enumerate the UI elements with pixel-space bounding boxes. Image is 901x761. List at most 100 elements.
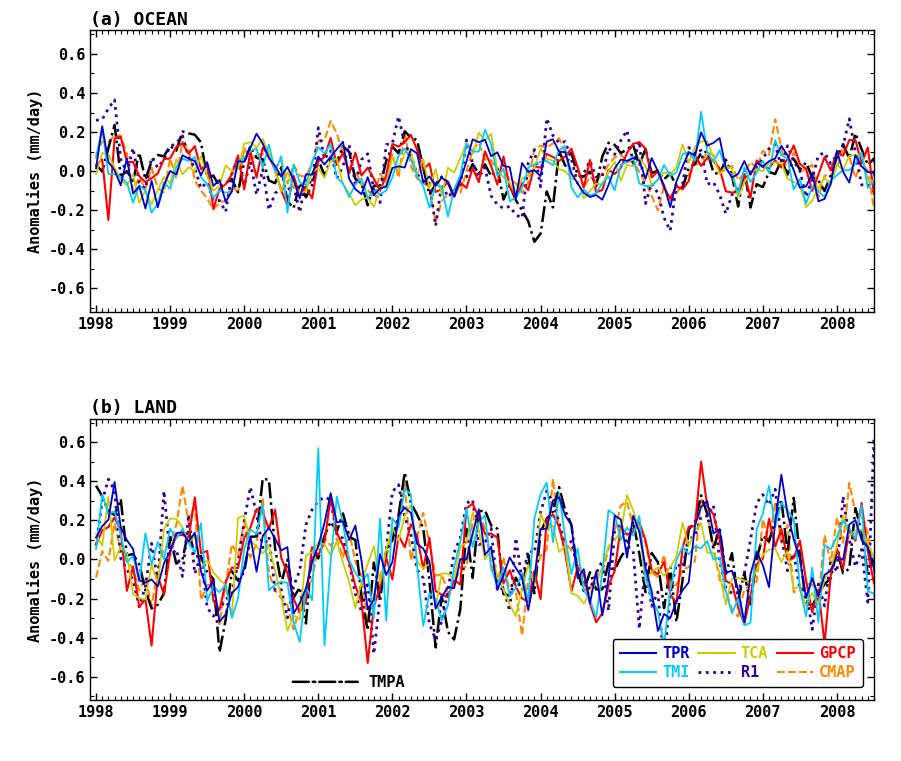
GPCP bbox=[696, 457, 706, 466]
TCA bbox=[91, 530, 102, 539]
Line: TMI: TMI bbox=[96, 112, 901, 217]
TCA bbox=[159, 173, 169, 182]
CMAP bbox=[548, 474, 559, 483]
Line: CMAP: CMAP bbox=[96, 479, 901, 635]
TPR bbox=[751, 158, 762, 167]
TMPA bbox=[399, 468, 410, 477]
R1 bbox=[159, 486, 169, 495]
CMAP bbox=[159, 188, 169, 197]
R1 bbox=[109, 95, 120, 104]
TMI bbox=[319, 641, 330, 650]
TCA bbox=[282, 626, 293, 635]
TCA bbox=[338, 180, 349, 189]
TMI bbox=[159, 178, 169, 187]
TPR bbox=[751, 547, 762, 556]
Line: TCA: TCA bbox=[96, 495, 901, 631]
TMI bbox=[159, 555, 169, 564]
CMAP bbox=[189, 176, 200, 185]
Text: (a) OCEAN: (a) OCEAN bbox=[90, 11, 188, 29]
TMI bbox=[375, 514, 386, 524]
TPR bbox=[165, 167, 176, 176]
TCA bbox=[159, 524, 169, 533]
TMPA bbox=[751, 554, 762, 563]
Y-axis label: Anomalies (mm/day): Anomalies (mm/day) bbox=[27, 89, 43, 253]
TPR bbox=[189, 528, 200, 537]
TCA bbox=[751, 565, 762, 575]
TPR bbox=[652, 626, 663, 635]
CMAP bbox=[899, 549, 901, 559]
TCA bbox=[751, 164, 762, 174]
CMAP bbox=[362, 618, 373, 627]
TPR bbox=[91, 533, 102, 543]
TMI bbox=[751, 168, 762, 177]
GPCP bbox=[751, 559, 762, 568]
TCA bbox=[189, 532, 200, 541]
TMI bbox=[189, 548, 200, 557]
CMAP bbox=[899, 193, 901, 202]
TMPA bbox=[344, 148, 355, 157]
TPR bbox=[899, 568, 901, 578]
TMPA bbox=[899, 192, 901, 201]
R1 bbox=[659, 660, 669, 669]
R1 bbox=[758, 154, 769, 164]
TMI bbox=[442, 212, 453, 221]
R1 bbox=[91, 116, 102, 125]
TMPA bbox=[344, 532, 355, 541]
R1 bbox=[338, 534, 349, 543]
TMPA bbox=[109, 120, 120, 129]
TPR bbox=[875, 208, 886, 217]
TMI bbox=[313, 444, 323, 453]
TCA bbox=[369, 542, 379, 551]
TMPA bbox=[758, 183, 769, 192]
TPR bbox=[344, 174, 355, 183]
TPR bbox=[362, 605, 373, 614]
R1 bbox=[165, 142, 176, 151]
TMPA bbox=[899, 607, 901, 616]
TMPA bbox=[196, 138, 206, 147]
TMI bbox=[338, 179, 349, 188]
Line: R1: R1 bbox=[96, 100, 901, 231]
R1 bbox=[189, 569, 200, 578]
TPR bbox=[745, 170, 756, 180]
Line: GPCP: GPCP bbox=[96, 135, 901, 220]
Line: TCA: TCA bbox=[96, 132, 901, 207]
GPCP bbox=[899, 541, 901, 550]
R1 bbox=[899, 501, 901, 510]
TMI bbox=[751, 525, 762, 534]
TMI bbox=[91, 153, 102, 162]
CMAP bbox=[745, 158, 756, 167]
GPCP bbox=[369, 602, 379, 611]
TMI bbox=[350, 568, 360, 578]
CMAP bbox=[338, 148, 349, 158]
TPR bbox=[338, 517, 349, 526]
TMPA bbox=[369, 558, 379, 567]
TCA bbox=[899, 158, 901, 167]
CMAP bbox=[362, 185, 373, 194]
GPCP bbox=[751, 156, 762, 165]
CMAP bbox=[751, 577, 762, 586]
R1 bbox=[344, 140, 355, 149]
R1 bbox=[196, 183, 206, 193]
GPCP bbox=[899, 181, 901, 190]
TPR bbox=[196, 170, 206, 180]
Line: R1: R1 bbox=[96, 438, 901, 664]
R1 bbox=[369, 186, 379, 195]
GPCP bbox=[165, 154, 176, 163]
TMI bbox=[758, 509, 769, 518]
TMPA bbox=[369, 181, 379, 190]
TMI bbox=[189, 152, 200, 161]
R1 bbox=[869, 434, 879, 443]
TMI bbox=[758, 156, 769, 165]
Line: CMAP: CMAP bbox=[96, 119, 901, 223]
TMPA bbox=[751, 180, 762, 189]
TMPA bbox=[165, 142, 176, 151]
TCA bbox=[189, 167, 200, 176]
CMAP bbox=[91, 573, 102, 582]
CMAP bbox=[189, 499, 200, 508]
TCA bbox=[622, 491, 633, 500]
CMAP bbox=[430, 218, 441, 228]
GPCP bbox=[362, 658, 373, 667]
TPR bbox=[776, 470, 787, 479]
Line: GPCP: GPCP bbox=[96, 462, 901, 663]
GPCP bbox=[758, 163, 769, 172]
